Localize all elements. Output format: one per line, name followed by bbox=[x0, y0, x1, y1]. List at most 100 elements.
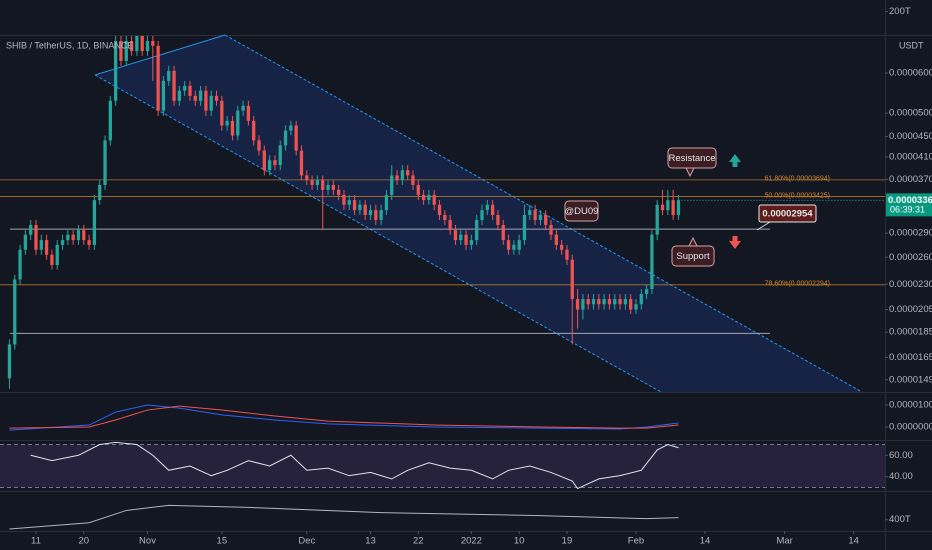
candle-body bbox=[427, 194, 431, 201]
candle-body bbox=[575, 299, 580, 310]
level-label: 50.00%(0.00003425) bbox=[765, 192, 830, 199]
candle-body bbox=[363, 204, 367, 215]
candle-body bbox=[204, 90, 208, 111]
channel-upper bbox=[224, 34, 863, 393]
candle-body bbox=[379, 210, 383, 220]
candle-body bbox=[310, 180, 314, 185]
unit-label: USDT bbox=[899, 40, 924, 50]
candle-body bbox=[267, 160, 272, 171]
candle-body bbox=[76, 230, 81, 241]
candle-body bbox=[459, 234, 463, 241]
candle-body bbox=[623, 299, 628, 305]
candle-body bbox=[506, 240, 511, 250]
candle-body bbox=[113, 41, 118, 101]
candle-body bbox=[289, 125, 293, 131]
candle-body bbox=[145, 41, 150, 52]
candle-body bbox=[55, 244, 59, 265]
candle-body bbox=[501, 224, 505, 241]
candle-body bbox=[469, 240, 474, 245]
candle-body bbox=[98, 184, 102, 201]
candle-body bbox=[432, 194, 436, 205]
candle-body bbox=[129, 41, 134, 52]
candle-body bbox=[29, 224, 33, 235]
candle-body bbox=[188, 85, 192, 96]
annotations: Resistance Support @DU09 0.00002954 bbox=[564, 147, 817, 267]
candle-body bbox=[421, 194, 426, 201]
countdown-label: 06:39:31 bbox=[890, 205, 925, 215]
candle-body bbox=[650, 234, 654, 290]
candle-body bbox=[634, 304, 638, 310]
x-tick-label: 22 bbox=[413, 536, 424, 547]
candle-body bbox=[512, 244, 516, 250]
x-tick-label: 11 bbox=[31, 536, 41, 547]
candle-body bbox=[214, 95, 219, 101]
candle-body bbox=[676, 200, 681, 215]
candle-body bbox=[108, 100, 112, 141]
candle-body bbox=[448, 219, 452, 231]
candle-body bbox=[34, 224, 38, 250]
candle-body bbox=[257, 140, 261, 151]
candle-body bbox=[326, 184, 330, 190]
candle-body bbox=[629, 299, 633, 310]
candle-body bbox=[533, 210, 537, 220]
price-label-pointer bbox=[756, 221, 771, 231]
candle-body bbox=[597, 299, 601, 305]
candle-body bbox=[411, 175, 415, 185]
y-tick-label: 60.00 bbox=[889, 450, 913, 461]
candle-body bbox=[299, 150, 304, 176]
candle-body bbox=[246, 105, 251, 121]
candle-body bbox=[230, 120, 235, 136]
candle-body bbox=[336, 189, 341, 195]
candle-body bbox=[7, 344, 12, 379]
candle-body bbox=[352, 200, 357, 211]
candle-body bbox=[66, 234, 70, 241]
candle-body bbox=[490, 204, 495, 215]
candle-body bbox=[390, 175, 394, 195]
candle-body bbox=[236, 110, 240, 136]
y-tick-label: 400T bbox=[889, 514, 911, 525]
level-label: 78.60%(0.00002294) bbox=[765, 281, 830, 288]
callout-box bbox=[671, 245, 715, 267]
candle-body bbox=[135, 36, 139, 52]
x-tick-label: Nov bbox=[139, 536, 156, 547]
channel-lower bbox=[94, 74, 662, 393]
candle-body bbox=[538, 214, 543, 220]
candle-body bbox=[549, 224, 553, 235]
candle-body bbox=[193, 95, 197, 101]
candle-body bbox=[475, 219, 479, 241]
candle-body bbox=[87, 240, 91, 245]
candle-body bbox=[496, 214, 500, 225]
resistance-label: Resistance bbox=[669, 153, 716, 164]
candle-body bbox=[554, 234, 558, 245]
candle-body bbox=[18, 249, 22, 280]
arrow-up bbox=[729, 154, 741, 167]
candle-body bbox=[666, 200, 670, 211]
candle-body bbox=[443, 214, 447, 220]
candle-body bbox=[660, 204, 665, 211]
channel-fill bbox=[95, 35, 862, 392]
candle-body bbox=[262, 150, 266, 171]
candle-body bbox=[347, 200, 351, 205]
candle-body bbox=[252, 120, 256, 141]
candle-body bbox=[671, 200, 675, 215]
y-tick-label: 40.00 bbox=[889, 471, 913, 482]
candle-body bbox=[60, 240, 65, 245]
candle-body bbox=[342, 194, 346, 205]
candle-body bbox=[305, 175, 309, 181]
candle-body bbox=[283, 130, 288, 146]
candle-body bbox=[374, 210, 378, 220]
candle-body bbox=[278, 145, 282, 166]
candle-body bbox=[607, 299, 612, 305]
candle-body bbox=[358, 204, 362, 211]
level-label: 61.80%(0.00003694) bbox=[765, 176, 830, 183]
candle-body bbox=[321, 180, 325, 190]
candle-body bbox=[294, 125, 298, 151]
last-price-label: 0.00003366 bbox=[888, 195, 932, 206]
